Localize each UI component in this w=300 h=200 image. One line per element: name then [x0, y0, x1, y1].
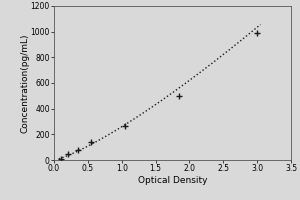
- X-axis label: Optical Density: Optical Density: [138, 176, 207, 185]
- Y-axis label: Concentration(pg/mL): Concentration(pg/mL): [20, 33, 29, 133]
